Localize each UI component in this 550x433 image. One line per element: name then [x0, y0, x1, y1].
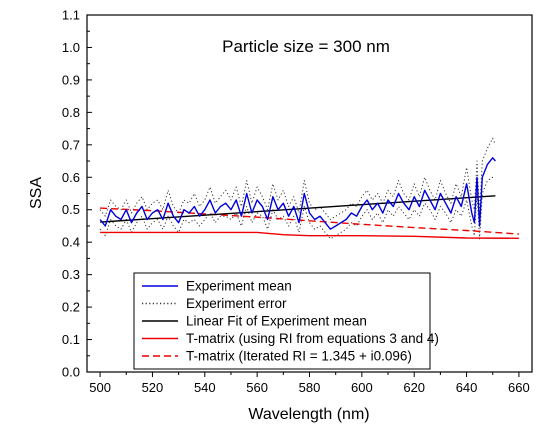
y-tick-label: 0.1 [62, 332, 80, 347]
legend-label: T-matrix (using RI from equations 3 and … [186, 331, 439, 346]
y-tick-label: 0.8 [62, 105, 80, 120]
y-tick-label: 1.0 [62, 40, 80, 55]
legend: Experiment mean Experiment error Linear Fi… [133, 272, 439, 370]
x-tick-label: 520 [142, 380, 164, 395]
y-tick-label: 0.6 [62, 170, 80, 185]
x-tick-label: 560 [246, 380, 268, 395]
x-axis-label: Wavelength (nm) [248, 406, 369, 423]
x-tick-label: 600 [351, 380, 373, 395]
x-tick-label: 620 [403, 380, 425, 395]
y-tick-label: 0.4 [62, 235, 80, 250]
legend-box [133, 272, 431, 370]
legend-label: Experiment error [186, 296, 287, 311]
series-tmatrix-equations [100, 231, 519, 239]
series-experiment-mean [99, 157, 496, 230]
x-tick-label: 640 [456, 380, 478, 395]
series-experiment-error-upper [99, 137, 496, 220]
series-layer [99, 137, 519, 240]
axis-layer: 500 520 540 560 580 600 620 640 660 0.0 0.1 0.2 0.3 0… [62, 8, 530, 396]
chart-annotation: Particle size = 300 nm [222, 37, 390, 56]
series-tmatrix-iterated [100, 207, 519, 235]
x-tick-label: 500 [89, 380, 111, 395]
y-tick-label: 0.3 [62, 267, 80, 282]
x-tick-label: 580 [299, 380, 321, 395]
y-tick-label: 0.0 [62, 365, 80, 380]
series-experiment-error-lower [99, 176, 496, 240]
legend-label: T-matrix (Iterated RI = 1.345 + i0.096) [186, 349, 412, 364]
y-axis-label: SSA [28, 177, 45, 209]
y-tick-label: 0.5 [62, 202, 80, 217]
x-tick-label: 660 [508, 380, 530, 395]
y-tick-label: 0.2 [62, 300, 80, 315]
x-tick-label: 540 [194, 380, 216, 395]
legend-label: Experiment mean [186, 279, 292, 294]
legend-label: Linear Fit of Experiment mean [186, 314, 367, 329]
y-tick-label: 0.7 [62, 137, 80, 152]
y-tick-label: 1.1 [62, 8, 80, 23]
y-tick-label: 0.9 [62, 72, 80, 87]
